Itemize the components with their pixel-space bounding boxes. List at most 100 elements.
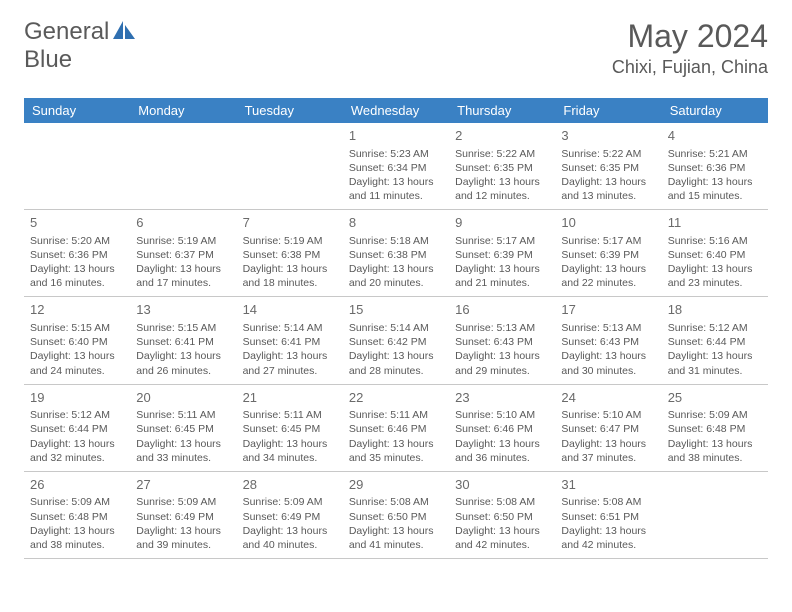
daylight-line: Daylight: 13 hours and 38 minutes. bbox=[30, 524, 124, 552]
daylight-line: Daylight: 13 hours and 42 minutes. bbox=[561, 524, 655, 552]
sunset-line: Sunset: 6:36 PM bbox=[668, 161, 762, 175]
day-number: 6 bbox=[136, 214, 230, 232]
sunset-line: Sunset: 6:43 PM bbox=[455, 335, 549, 349]
sunrise-line: Sunrise: 5:12 AM bbox=[668, 321, 762, 335]
calendar-cell: 4Sunrise: 5:21 AMSunset: 6:36 PMDaylight… bbox=[662, 123, 768, 210]
calendar-cell: 11Sunrise: 5:16 AMSunset: 6:40 PMDayligh… bbox=[662, 210, 768, 297]
sunrise-line: Sunrise: 5:08 AM bbox=[561, 495, 655, 509]
day-number: 9 bbox=[455, 214, 549, 232]
day-number: 28 bbox=[243, 476, 337, 494]
sunrise-line: Sunrise: 5:11 AM bbox=[243, 408, 337, 422]
day-number: 17 bbox=[561, 301, 655, 319]
sunset-line: Sunset: 6:41 PM bbox=[136, 335, 230, 349]
daylight-line: Daylight: 13 hours and 13 minutes. bbox=[561, 175, 655, 203]
day-number: 21 bbox=[243, 389, 337, 407]
sunset-line: Sunset: 6:49 PM bbox=[136, 510, 230, 524]
sunrise-line: Sunrise: 5:17 AM bbox=[561, 234, 655, 248]
sunset-line: Sunset: 6:46 PM bbox=[455, 422, 549, 436]
sunset-line: Sunset: 6:39 PM bbox=[561, 248, 655, 262]
sunrise-line: Sunrise: 5:14 AM bbox=[243, 321, 337, 335]
calendar-cell: 19Sunrise: 5:12 AMSunset: 6:44 PMDayligh… bbox=[24, 384, 130, 471]
calendar-cell: 7Sunrise: 5:19 AMSunset: 6:38 PMDaylight… bbox=[237, 210, 343, 297]
sunset-line: Sunset: 6:37 PM bbox=[136, 248, 230, 262]
calendar-cell: 28Sunrise: 5:09 AMSunset: 6:49 PMDayligh… bbox=[237, 471, 343, 558]
logo-suffix: Blue bbox=[24, 46, 72, 74]
sunrise-line: Sunrise: 5:18 AM bbox=[349, 234, 443, 248]
sunrise-line: Sunrise: 5:09 AM bbox=[136, 495, 230, 509]
sunrise-line: Sunrise: 5:21 AM bbox=[668, 147, 762, 161]
sunset-line: Sunset: 6:36 PM bbox=[30, 248, 124, 262]
daylight-line: Daylight: 13 hours and 11 minutes. bbox=[349, 175, 443, 203]
sunset-line: Sunset: 6:40 PM bbox=[668, 248, 762, 262]
calendar-cell: 30Sunrise: 5:08 AMSunset: 6:50 PMDayligh… bbox=[449, 471, 555, 558]
calendar-row: 26Sunrise: 5:09 AMSunset: 6:48 PMDayligh… bbox=[24, 471, 768, 558]
sunset-line: Sunset: 6:35 PM bbox=[455, 161, 549, 175]
daylight-line: Daylight: 13 hours and 18 minutes. bbox=[243, 262, 337, 290]
sunset-line: Sunset: 6:38 PM bbox=[349, 248, 443, 262]
weekday-header: Thursday bbox=[449, 98, 555, 123]
weekday-row: SundayMondayTuesdayWednesdayThursdayFrid… bbox=[24, 98, 768, 123]
day-number: 26 bbox=[30, 476, 124, 494]
header: General May 2024 Chixi, Fujian, China bbox=[0, 0, 792, 86]
daylight-line: Daylight: 13 hours and 22 minutes. bbox=[561, 262, 655, 290]
month-title: May 2024 bbox=[612, 18, 768, 55]
sunrise-line: Sunrise: 5:09 AM bbox=[668, 408, 762, 422]
calendar-cell: 17Sunrise: 5:13 AMSunset: 6:43 PMDayligh… bbox=[555, 297, 661, 384]
daylight-line: Daylight: 13 hours and 12 minutes. bbox=[455, 175, 549, 203]
logo-prefix: General bbox=[24, 18, 109, 46]
sunrise-line: Sunrise: 5:11 AM bbox=[349, 408, 443, 422]
calendar-cell: 23Sunrise: 5:10 AMSunset: 6:46 PMDayligh… bbox=[449, 384, 555, 471]
daylight-line: Daylight: 13 hours and 23 minutes. bbox=[668, 262, 762, 290]
sunrise-line: Sunrise: 5:10 AM bbox=[455, 408, 549, 422]
sunrise-line: Sunrise: 5:09 AM bbox=[30, 495, 124, 509]
sunset-line: Sunset: 6:44 PM bbox=[668, 335, 762, 349]
day-number: 12 bbox=[30, 301, 124, 319]
daylight-line: Daylight: 13 hours and 35 minutes. bbox=[349, 437, 443, 465]
calendar-cell: 10Sunrise: 5:17 AMSunset: 6:39 PMDayligh… bbox=[555, 210, 661, 297]
calendar-cell: 18Sunrise: 5:12 AMSunset: 6:44 PMDayligh… bbox=[662, 297, 768, 384]
sunrise-line: Sunrise: 5:23 AM bbox=[349, 147, 443, 161]
daylight-line: Daylight: 13 hours and 24 minutes. bbox=[30, 349, 124, 377]
daylight-line: Daylight: 13 hours and 34 minutes. bbox=[243, 437, 337, 465]
day-number: 13 bbox=[136, 301, 230, 319]
daylight-line: Daylight: 13 hours and 39 minutes. bbox=[136, 524, 230, 552]
daylight-line: Daylight: 13 hours and 20 minutes. bbox=[349, 262, 443, 290]
calendar-cell bbox=[130, 123, 236, 210]
day-number: 23 bbox=[455, 389, 549, 407]
daylight-line: Daylight: 13 hours and 40 minutes. bbox=[243, 524, 337, 552]
sunset-line: Sunset: 6:46 PM bbox=[349, 422, 443, 436]
weekday-header: Wednesday bbox=[343, 98, 449, 123]
calendar-cell: 1Sunrise: 5:23 AMSunset: 6:34 PMDaylight… bbox=[343, 123, 449, 210]
sunrise-line: Sunrise: 5:08 AM bbox=[455, 495, 549, 509]
calendar-cell bbox=[662, 471, 768, 558]
sunrise-line: Sunrise: 5:20 AM bbox=[30, 234, 124, 248]
sunset-line: Sunset: 6:47 PM bbox=[561, 422, 655, 436]
daylight-line: Daylight: 13 hours and 33 minutes. bbox=[136, 437, 230, 465]
sunset-line: Sunset: 6:45 PM bbox=[243, 422, 337, 436]
sunrise-line: Sunrise: 5:15 AM bbox=[136, 321, 230, 335]
calendar-cell: 14Sunrise: 5:14 AMSunset: 6:41 PMDayligh… bbox=[237, 297, 343, 384]
calendar-cell: 29Sunrise: 5:08 AMSunset: 6:50 PMDayligh… bbox=[343, 471, 449, 558]
day-number: 11 bbox=[668, 214, 762, 232]
day-number: 15 bbox=[349, 301, 443, 319]
sunrise-line: Sunrise: 5:12 AM bbox=[30, 408, 124, 422]
daylight-line: Daylight: 13 hours and 21 minutes. bbox=[455, 262, 549, 290]
sunset-line: Sunset: 6:44 PM bbox=[30, 422, 124, 436]
sunrise-line: Sunrise: 5:15 AM bbox=[30, 321, 124, 335]
location: Chixi, Fujian, China bbox=[612, 57, 768, 78]
sunrise-line: Sunrise: 5:13 AM bbox=[455, 321, 549, 335]
day-number: 8 bbox=[349, 214, 443, 232]
calendar-cell: 16Sunrise: 5:13 AMSunset: 6:43 PMDayligh… bbox=[449, 297, 555, 384]
day-number: 20 bbox=[136, 389, 230, 407]
daylight-line: Daylight: 13 hours and 30 minutes. bbox=[561, 349, 655, 377]
day-number: 5 bbox=[30, 214, 124, 232]
day-number: 19 bbox=[30, 389, 124, 407]
calendar-cell: 27Sunrise: 5:09 AMSunset: 6:49 PMDayligh… bbox=[130, 471, 236, 558]
day-number: 4 bbox=[668, 127, 762, 145]
calendar-cell: 24Sunrise: 5:10 AMSunset: 6:47 PMDayligh… bbox=[555, 384, 661, 471]
sunset-line: Sunset: 6:41 PM bbox=[243, 335, 337, 349]
day-number: 31 bbox=[561, 476, 655, 494]
sunrise-line: Sunrise: 5:11 AM bbox=[136, 408, 230, 422]
daylight-line: Daylight: 13 hours and 42 minutes. bbox=[455, 524, 549, 552]
calendar-cell bbox=[237, 123, 343, 210]
